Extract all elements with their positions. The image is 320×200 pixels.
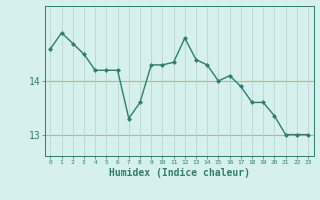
X-axis label: Humidex (Indice chaleur): Humidex (Indice chaleur)	[109, 168, 250, 178]
